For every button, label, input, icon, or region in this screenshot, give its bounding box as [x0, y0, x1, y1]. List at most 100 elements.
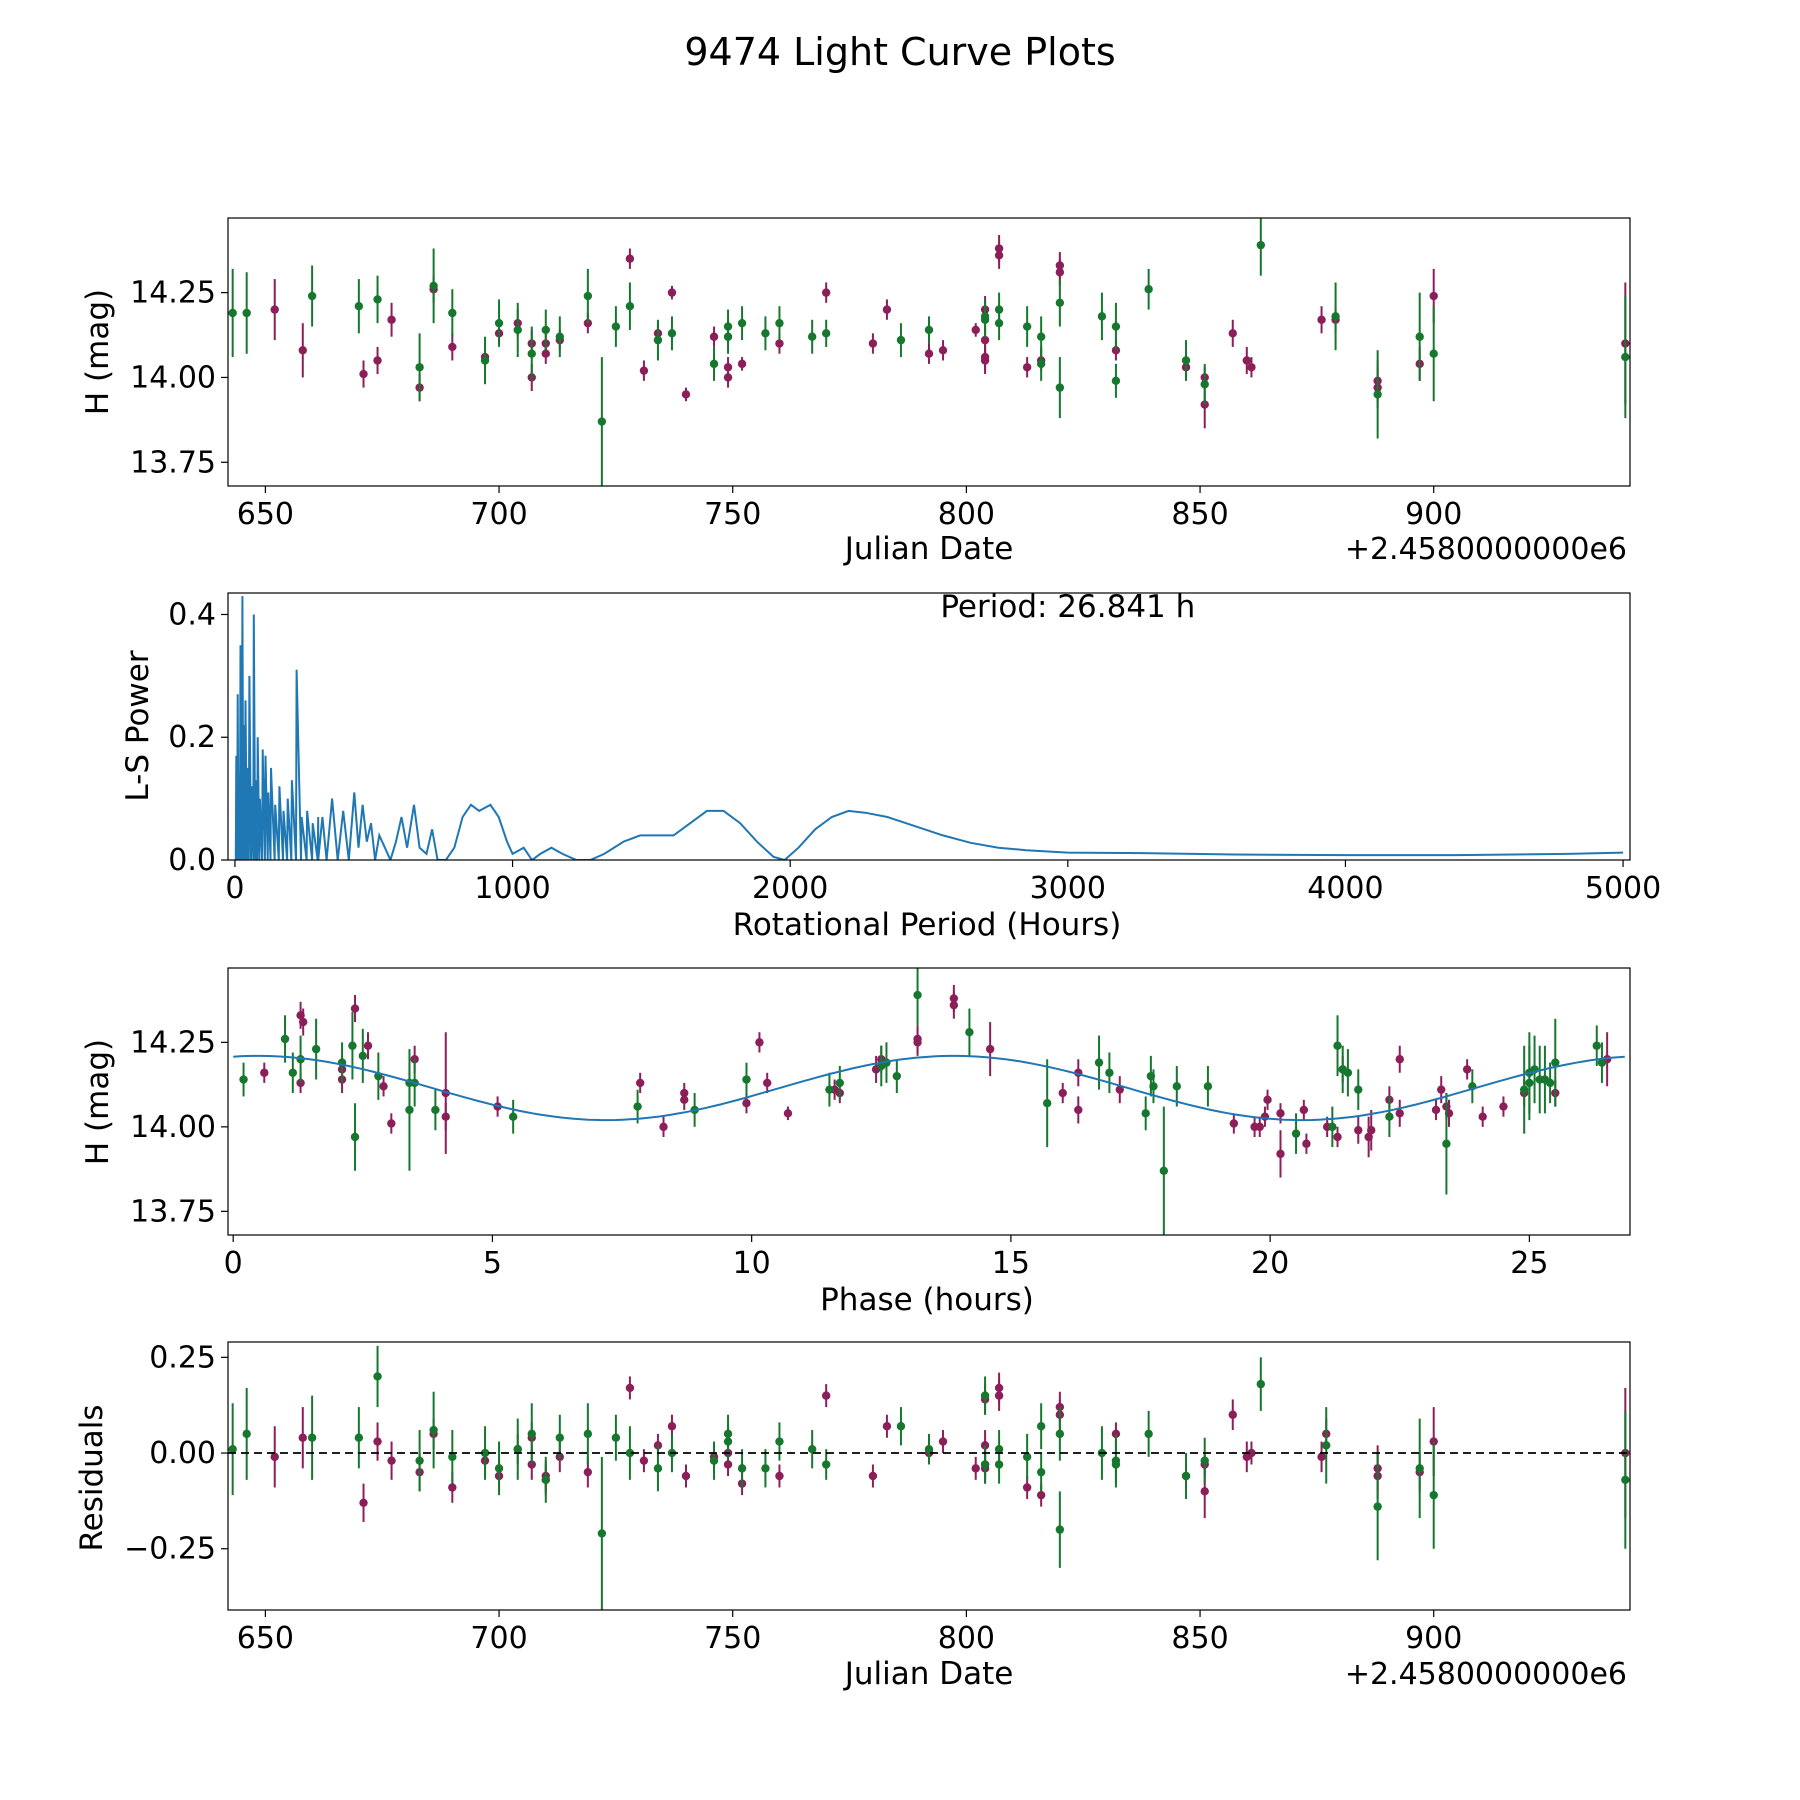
data-point — [1395, 1109, 1404, 1118]
y-tick-label: −0.25 — [124, 1532, 216, 1567]
periodogram-xlabel: Rotational Period (Hours) — [733, 907, 1122, 943]
x-tick-label: 20 — [1251, 1246, 1289, 1281]
light-curve-frame — [227, 217, 1631, 487]
data-point — [1200, 380, 1209, 389]
panel-residuals: 650 700 750 800 850 900 −0.25 0.00 0.25 Julian D… — [74, 1340, 1631, 1692]
data-point — [1203, 1082, 1213, 1091]
x-tick-label: 750 — [704, 497, 761, 532]
data-point — [373, 1437, 382, 1446]
data-point — [1462, 1065, 1472, 1074]
data-point — [1159, 1166, 1169, 1175]
data-point — [541, 325, 550, 335]
data-point — [1415, 332, 1424, 341]
y-tick-label: 14.00 — [130, 360, 216, 395]
data-point — [1263, 1095, 1272, 1105]
periodogram-plot-area — [234, 596, 1624, 860]
data-point — [1022, 322, 1032, 331]
data-point — [354, 1433, 364, 1442]
data-point — [821, 1391, 831, 1400]
data-point — [1256, 1379, 1266, 1389]
data-point — [527, 349, 536, 358]
data-point — [723, 1437, 733, 1446]
x-tick-label: 850 — [1171, 497, 1228, 532]
data-point — [994, 1460, 1004, 1469]
data-point — [1181, 356, 1191, 365]
data-point — [298, 1017, 308, 1027]
data-point — [298, 346, 307, 355]
data-point — [448, 308, 457, 318]
data-point — [892, 1071, 902, 1081]
data-point — [1111, 1460, 1121, 1469]
y-tick-label: 14.25 — [130, 1025, 216, 1060]
y-tick-label: 0.4 — [168, 597, 216, 632]
data-point — [625, 1448, 635, 1458]
data-point — [1354, 1126, 1363, 1135]
data-point — [1105, 1068, 1114, 1077]
data-point — [653, 1464, 663, 1473]
data-point — [429, 281, 438, 291]
data-point — [1442, 1139, 1451, 1148]
data-point — [1367, 1126, 1376, 1135]
data-point — [1055, 383, 1065, 392]
data-point — [1144, 285, 1153, 294]
data-point — [667, 329, 677, 338]
data-point — [821, 1460, 831, 1469]
data-point — [350, 1004, 360, 1013]
data-point — [260, 1068, 269, 1077]
y-tick-label: 0.0 — [168, 843, 216, 878]
data-point — [1149, 1082, 1158, 1091]
data-point — [1055, 1525, 1065, 1534]
x-tick-label: 650 — [237, 1621, 294, 1656]
data-point — [737, 318, 747, 328]
data-point — [415, 1456, 424, 1465]
data-point — [1291, 1129, 1301, 1138]
data-point — [1228, 329, 1237, 338]
data-point — [1111, 322, 1121, 331]
y-tick-label: 14.25 — [130, 276, 216, 311]
data-point — [1302, 1139, 1311, 1148]
data-point — [913, 990, 922, 1000]
data-point — [242, 308, 251, 318]
data-point — [783, 1109, 793, 1118]
x-tick-label: 900 — [1405, 497, 1462, 532]
data-point — [1322, 1441, 1331, 1450]
data-point — [775, 1437, 784, 1446]
data-point — [1228, 1410, 1237, 1419]
data-point — [1058, 1088, 1067, 1098]
data-point — [307, 1433, 317, 1442]
x-tick-label: 0 — [224, 1246, 243, 1281]
data-point — [971, 325, 980, 335]
data-point — [1395, 1055, 1404, 1064]
data-point — [1036, 1422, 1046, 1431]
data-point — [387, 1456, 396, 1465]
data-point — [541, 1475, 550, 1485]
data-point — [980, 335, 990, 345]
data-point — [1036, 332, 1046, 341]
y-tick-label: 14.00 — [130, 1110, 216, 1145]
data-point — [1499, 1102, 1508, 1111]
data-point — [583, 1429, 593, 1439]
data-point — [597, 417, 607, 426]
data-point — [242, 1429, 251, 1439]
data-point — [1333, 1132, 1342, 1142]
data-point — [350, 1132, 360, 1142]
x-tick-label: 650 — [237, 497, 294, 532]
data-point — [737, 359, 747, 369]
data-point — [821, 288, 831, 297]
data-point — [527, 1429, 536, 1439]
data-point — [653, 335, 663, 345]
y-tick-label: 13.75 — [130, 1194, 216, 1229]
x-tick-label: 3000 — [1030, 871, 1106, 906]
data-point — [681, 390, 691, 399]
data-point — [1429, 291, 1438, 301]
data-point — [270, 305, 279, 314]
data-point — [1551, 1058, 1560, 1067]
data-point — [373, 1372, 382, 1381]
data-point — [387, 315, 396, 324]
data-point — [924, 1445, 934, 1454]
data-point — [882, 1422, 892, 1431]
data-point — [307, 291, 317, 301]
x-tick-label: 25 — [1510, 1246, 1548, 1281]
data-point — [737, 1464, 747, 1473]
data-point — [681, 1471, 691, 1481]
